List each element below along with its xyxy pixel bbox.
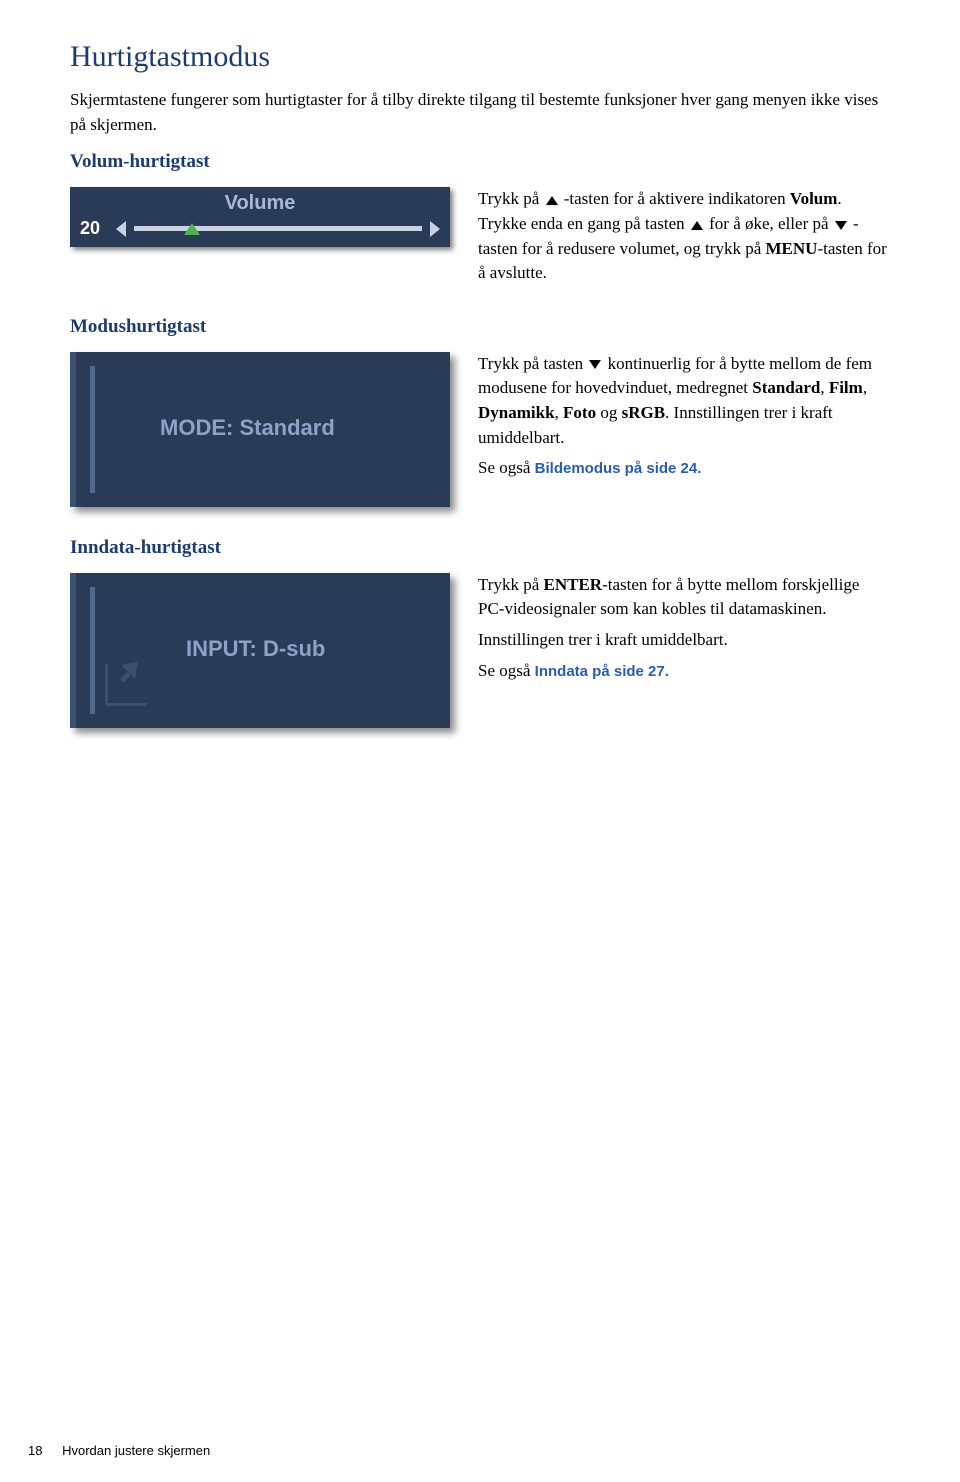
page-number: 18 xyxy=(28,1443,42,1458)
mode-row: MODE: Standard Trykk på tasten kontinuer… xyxy=(70,352,890,507)
volume-slider-thumb xyxy=(184,223,200,235)
slider-left-icon xyxy=(116,221,126,237)
page-footer: 18 Hvordan justere skjermen xyxy=(28,1443,210,1458)
triangle-down-icon xyxy=(835,221,847,230)
volume-heading: Volum-hurtigtast xyxy=(70,151,890,173)
volume-row: Volume 20 Trykk på -tasten for å aktiver… xyxy=(70,187,890,292)
volume-osd-value: 20 xyxy=(80,218,108,239)
volume-slider-track xyxy=(134,226,422,231)
volume-description: Trykk på -tasten for å aktivere indikato… xyxy=(478,187,890,292)
osd-vertical-bar xyxy=(90,366,95,493)
mode-description: Trykk på tasten kontinuerlig for å bytte… xyxy=(478,352,890,487)
osd-vertical-bar xyxy=(90,587,95,714)
input-osd: INPUT: D-sub xyxy=(70,573,450,728)
input-row: INPUT: D-sub Trykk på ENTER-tasten for å… xyxy=(70,573,890,728)
input-heading: Inndata-hurtigtast xyxy=(70,537,890,559)
mode-osd: MODE: Standard xyxy=(70,352,450,507)
see-also-link[interactable]: Bildemodus på side 24 xyxy=(535,460,698,477)
triangle-up-icon xyxy=(691,221,703,230)
input-osd-label: INPUT: D-sub xyxy=(186,636,325,662)
see-also-link[interactable]: Inndata på side 27 xyxy=(535,663,665,680)
volume-osd: Volume 20 xyxy=(70,187,450,247)
intro-paragraph: Skjermtastene fungerer som hurtigtaster … xyxy=(70,88,890,137)
triangle-down-icon xyxy=(589,360,601,369)
footer-section-title: Hvordan justere skjermen xyxy=(62,1443,210,1458)
input-description: Trykk på ENTER-tasten for å bytte mellom… xyxy=(478,573,890,690)
mode-osd-label: MODE: Standard xyxy=(160,415,335,441)
input-arrow-icon xyxy=(99,658,151,710)
page-title: Hurtigtastmodus xyxy=(70,40,890,74)
mode-heading: Modushurtigtast xyxy=(70,316,890,338)
triangle-up-icon xyxy=(546,196,558,205)
volume-osd-title: Volume xyxy=(70,187,450,218)
slider-right-icon xyxy=(430,221,440,237)
